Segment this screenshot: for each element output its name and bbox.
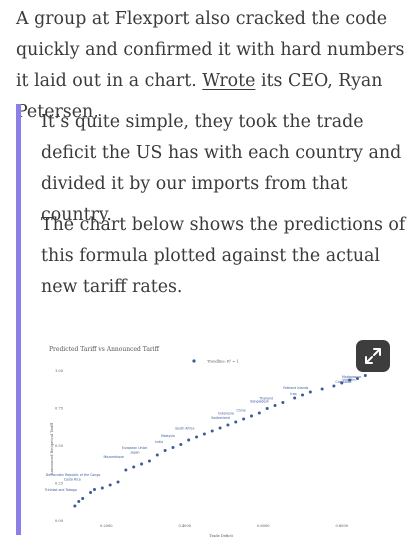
- country-label: Mozambique: [104, 455, 124, 459]
- country-label: India: [155, 440, 163, 444]
- country-label: Indonesia: [218, 412, 233, 416]
- data-point: [195, 435, 199, 439]
- data-point: [348, 378, 352, 382]
- data-point: [73, 504, 77, 508]
- data-point: [100, 486, 104, 490]
- data-point: [301, 393, 304, 397]
- data-point: [340, 381, 344, 385]
- y-tick-label: 0.50: [55, 444, 64, 448]
- data-point: [281, 401, 285, 404]
- data-point: [293, 396, 297, 400]
- data-point: [132, 465, 136, 469]
- country-label: Bangladesh: [250, 400, 269, 404]
- data-point: [273, 404, 277, 407]
- data-point: [77, 500, 81, 503]
- chart-title: Predicted Tariff vs Announced Tariff: [49, 346, 160, 353]
- chart-image[interactable]: Predicted Tariff vs Announced Tariff Tre…: [41, 331, 401, 539]
- intro-text-end: its CEO, Ryan Petersen,: [16, 71, 383, 122]
- data-point: [355, 377, 359, 380]
- data-point: [234, 420, 238, 424]
- country-label: South Africa: [175, 427, 194, 431]
- country-label: Madagascar: [342, 375, 362, 379]
- y-tick-label: 0.75: [55, 407, 64, 411]
- y-tick-label: 1.00: [55, 369, 64, 373]
- data-point: [155, 453, 159, 457]
- data-point: [124, 468, 128, 472]
- country-label: Trinidad and Tobago: [44, 488, 77, 492]
- data-point: [171, 446, 175, 449]
- data-point: [363, 374, 367, 377]
- data-point: [308, 390, 312, 394]
- country-label: Democratic Republic of the Congo: [46, 473, 101, 477]
- x-tick-label: 0.4000: [178, 524, 191, 528]
- country-label: Falkland Islands: [283, 386, 309, 390]
- data-point: [116, 480, 120, 484]
- x-tick-label: 0.8000: [335, 524, 348, 528]
- data-point: [163, 449, 167, 452]
- intro-paragraph: A group at Flexport also cracked the cod…: [16, 4, 410, 128]
- plot-area: 0.00 0.25 0.50 0.75 1.00 0.2000 0.4000 0.6000 0.…: [44, 369, 367, 528]
- data-point: [92, 488, 96, 491]
- data-point: [108, 483, 112, 487]
- data-point: [218, 426, 222, 430]
- data-point: [187, 438, 191, 442]
- data-point: [320, 387, 324, 391]
- data-point: [249, 414, 253, 418]
- quote-paragraph-2: The chart below shows the predictions of…: [41, 215, 406, 297]
- data-point: [202, 432, 206, 436]
- data-point: [81, 497, 85, 500]
- country-label: Costa Rica: [64, 478, 81, 482]
- data-point: [89, 491, 93, 494]
- data-point: [242, 417, 246, 421]
- data-point: [210, 429, 214, 433]
- x-axis-label: Trade Deficit: [209, 534, 233, 538]
- country-label: Malaysia: [161, 434, 175, 438]
- country-label: Iraq: [290, 392, 296, 396]
- country-label: China: [236, 409, 245, 413]
- y-tick-label: 0.25: [55, 482, 64, 486]
- blockquote-bar: [16, 104, 21, 535]
- expand-button[interactable]: [356, 340, 390, 372]
- x-tick-label: 0.2000: [100, 524, 113, 528]
- country-label: Thailand: [258, 397, 273, 401]
- wrote-link[interactable]: Wrote: [202, 71, 256, 91]
- country-label: Japan: [130, 451, 140, 455]
- quote-paragraph-1: It’s quite simple, they took the trade d…: [41, 112, 402, 225]
- expand-arrows-icon: [365, 348, 381, 364]
- y-axis-label: Announced Reciprocal Tariff: [50, 423, 54, 476]
- data-point: [265, 407, 269, 410]
- data-point: [332, 384, 336, 388]
- scatter-chart: Predicted Tariff vs Announced Tariff Tre…: [44, 346, 367, 538]
- intro-text: A group at Flexport also cracked the cod…: [16, 9, 405, 91]
- data-point: [147, 459, 151, 463]
- data-point: [257, 411, 261, 415]
- legend-label: Trendline: R² = 1: [207, 360, 239, 364]
- country-label: Cambodia: [335, 380, 351, 384]
- data-point: [179, 443, 183, 446]
- data-point: [140, 462, 144, 466]
- data-point: [226, 423, 230, 427]
- legend-marker: [192, 359, 196, 363]
- y-tick-label: 0.00: [55, 519, 64, 523]
- country-label: Vietnam: [342, 378, 355, 382]
- x-tick-label: 0.6000: [257, 524, 270, 528]
- country-label: Switzerland: [211, 416, 230, 420]
- country-label: European Union: [122, 446, 147, 450]
